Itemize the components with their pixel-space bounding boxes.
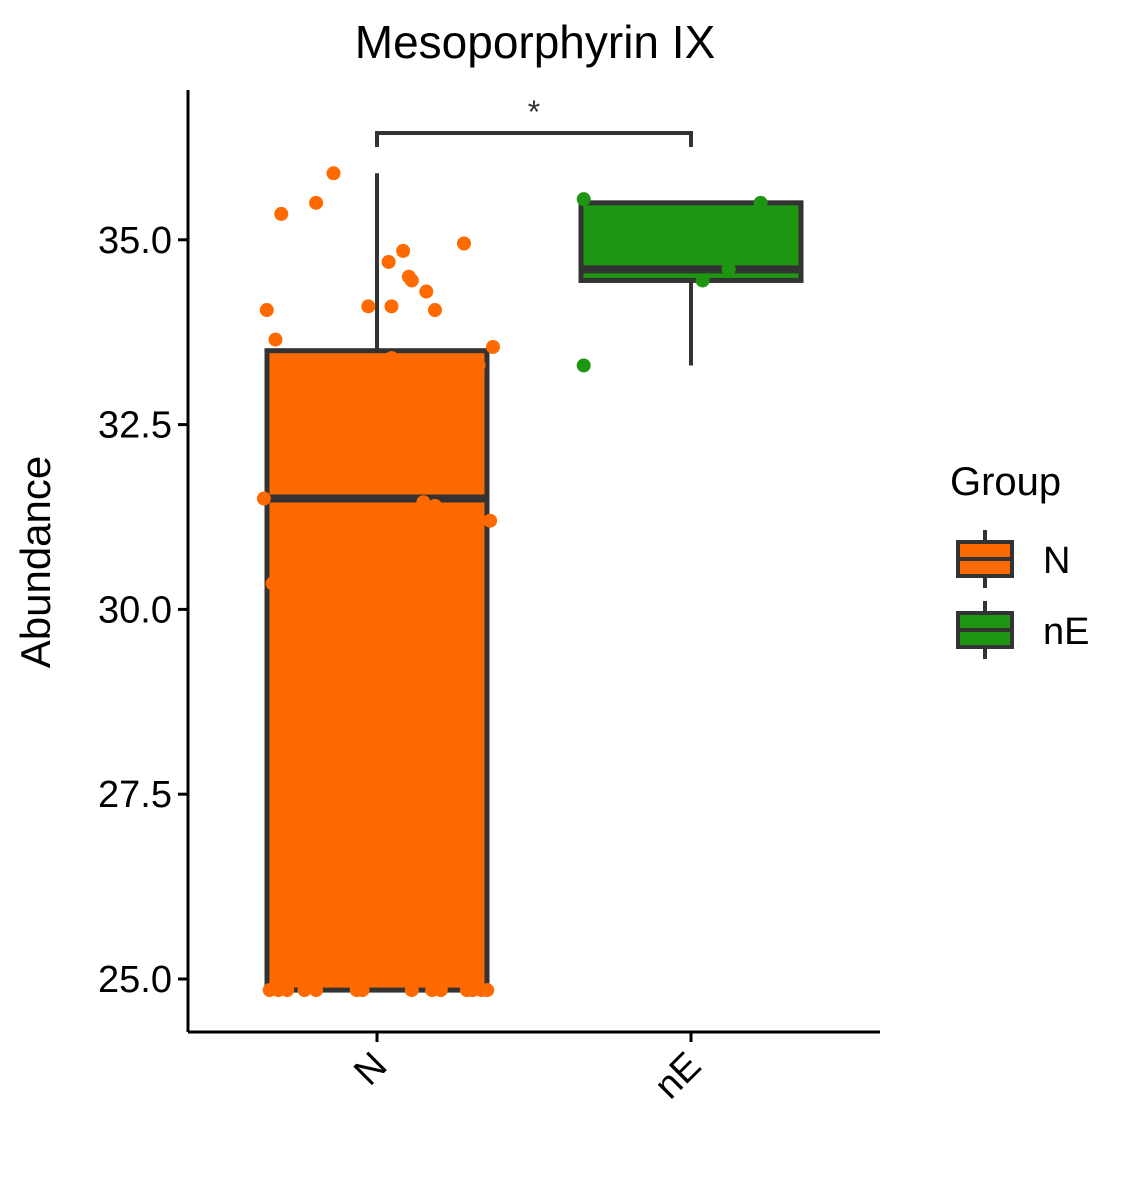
data-point [326,166,341,181]
series-nE [576,192,804,373]
data-point [695,273,710,288]
data-point [256,491,271,506]
data-point [433,983,448,998]
data-point [576,358,591,373]
x-tick-label: N [346,1045,395,1094]
data-point [416,495,431,510]
significance-bracket: * [375,94,693,147]
data-point [428,498,442,513]
data-point [483,513,498,528]
axes: 25.0 27.5 30.0 32.5 35.0 N nE [98,90,880,1107]
y-axis-title: Abundance [12,456,59,669]
data-point [381,254,396,269]
y-tick-label: 27.5 [98,774,172,816]
data-point [576,192,591,207]
legend-label: N [1043,540,1070,582]
data-point [268,332,283,347]
data-point [471,358,486,373]
data-point [404,983,419,998]
data-point [309,983,324,998]
plot-area: * [256,94,804,998]
y-tick-label: 25.0 [98,959,172,1001]
data-point [384,351,399,366]
chart-title: Mesoporphyrin IX [355,16,716,68]
data-point [457,236,471,251]
data-point [721,262,736,277]
data-point [297,983,312,998]
data-point [753,195,768,210]
box [264,348,490,993]
bracket-line [375,131,693,147]
data-point [480,983,495,998]
data-point [309,195,324,210]
significance-label: * [528,94,540,130]
data-point [384,299,399,314]
data-point [486,339,500,354]
data-point [361,299,376,314]
legend-label: nE [1043,611,1089,653]
legend: Group NnE [950,460,1089,659]
data-point [396,243,411,258]
y-tick-label: 35.0 [98,220,172,262]
data-point [265,576,280,591]
legend-entries: NnE [956,530,1089,659]
legend-title: Group [950,460,1061,504]
y-tick-label: 30.0 [98,589,172,631]
data-point [355,983,370,998]
data-point [274,206,289,221]
legend-item-nE: nE [956,601,1089,659]
series-N [256,166,500,998]
data-point [259,303,274,318]
data-point [274,554,289,569]
data-point [428,303,442,318]
x-tick-label: nE [647,1045,710,1108]
legend-item-N: N [956,530,1070,588]
data-point [419,284,434,299]
data-point [280,983,295,998]
y-tick-label: 32.5 [98,405,172,447]
data-point [404,273,419,288]
